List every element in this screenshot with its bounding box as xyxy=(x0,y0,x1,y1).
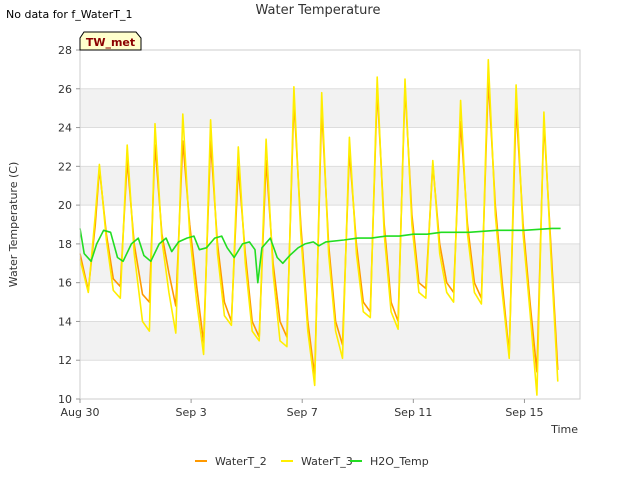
x-tick-label: Sep 11 xyxy=(394,406,432,419)
legend-item-h2o-temp: H2O_Temp xyxy=(350,455,429,468)
badge-label: TW_met xyxy=(86,36,135,49)
legend-label: WaterT_3 xyxy=(301,455,353,468)
y-tick-label: 12 xyxy=(58,354,72,367)
y-tick-label: 20 xyxy=(58,199,72,212)
y-tick-label: 26 xyxy=(58,83,72,96)
x-axis-ticks: Aug 30 Sep 3 Sep 7 Sep 11 Sep 15 xyxy=(61,399,544,419)
y-tick-label: 22 xyxy=(58,160,72,173)
chart-title: Water Temperature xyxy=(256,3,381,18)
x-tick-label: Aug 30 xyxy=(61,406,100,419)
no-data-note: No data for f_WaterT_1 xyxy=(6,8,132,21)
series-layer xyxy=(79,58,561,396)
grid-bands xyxy=(80,88,580,361)
legend-item-watert-2: WaterT_2 xyxy=(195,455,267,468)
y-tick-label: 16 xyxy=(58,277,72,290)
plot-frame xyxy=(79,49,581,400)
y-tick-label: 24 xyxy=(58,122,72,135)
legend: WaterT_2 WaterT_3 H2O_Temp xyxy=(195,455,429,468)
grid-band xyxy=(80,88,580,128)
legend-label: WaterT_2 xyxy=(215,455,267,468)
plot-area xyxy=(79,49,581,400)
y-tick-label: 10 xyxy=(58,393,72,406)
y-tick-label: 18 xyxy=(58,238,72,251)
series-line-watert-3 xyxy=(79,58,559,396)
x-tick-label: Sep 3 xyxy=(175,406,206,419)
x-tick-label: Sep 7 xyxy=(287,406,318,419)
grid-band xyxy=(80,321,580,361)
grid-band xyxy=(80,166,580,206)
tw-met-badge: TW_met xyxy=(79,31,142,51)
y-tick-label: 14 xyxy=(58,315,72,328)
legend-label: H2O_Temp xyxy=(370,455,429,468)
y-axis-ticks: 10 12 14 16 18 20 22 24 26 28 xyxy=(58,44,80,406)
x-tick-label: Sep 15 xyxy=(505,406,543,419)
x-axis-label: Time xyxy=(550,423,578,436)
legend-item-watert-3: WaterT_3 xyxy=(281,455,353,468)
y-tick-label: 28 xyxy=(58,44,72,57)
series-line-h2o-temp xyxy=(79,227,561,284)
y-axis-label: Water Temperature (C) xyxy=(7,162,20,287)
